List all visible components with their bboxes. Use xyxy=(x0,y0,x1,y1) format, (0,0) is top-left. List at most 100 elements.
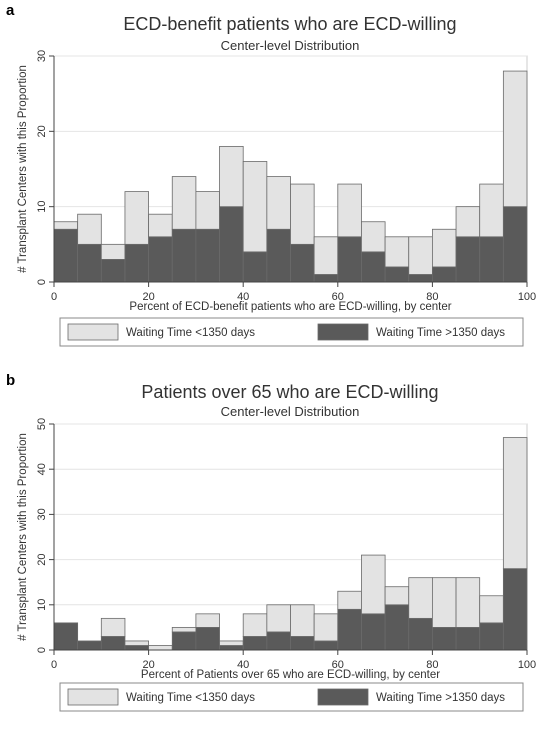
bar-long-wait xyxy=(479,622,504,651)
bar-long-wait xyxy=(53,228,79,283)
bar-long-wait xyxy=(361,613,386,651)
bar-long-wait xyxy=(290,243,315,283)
bar-long-wait xyxy=(431,266,457,283)
y-tick-label: 30 xyxy=(36,508,48,520)
bar-short-wait xyxy=(455,206,481,238)
bar-short-wait xyxy=(219,640,244,646)
legend-swatch xyxy=(317,688,369,706)
y-axis-label: # Transplant Centers with this Proportio… xyxy=(17,433,29,641)
panel-label-a: a xyxy=(6,2,15,19)
bar-short-wait xyxy=(77,213,102,245)
bar-long-wait xyxy=(408,274,433,283)
bar-long-wait xyxy=(171,228,197,283)
y-tick-label: 0 xyxy=(36,279,48,285)
legend-swatch xyxy=(317,323,369,341)
legend-swatch xyxy=(67,688,119,706)
bar-short-wait xyxy=(219,145,244,208)
legend-swatch xyxy=(67,323,119,341)
y-axis-label: # Transplant Centers with this Proportio… xyxy=(17,65,29,273)
bar-long-wait xyxy=(195,626,220,651)
bar-long-wait xyxy=(290,636,315,651)
x-tick-label: 0 xyxy=(51,659,57,671)
bar-short-wait xyxy=(455,577,481,628)
bar-long-wait xyxy=(171,631,197,651)
bar-short-wait xyxy=(502,70,528,208)
bar-long-wait xyxy=(384,266,410,283)
bar-short-wait xyxy=(337,590,362,610)
x-axis-label: Percent of ECD-benefit patients who are … xyxy=(129,301,451,313)
bar-short-wait xyxy=(266,604,291,633)
bar-long-wait xyxy=(242,636,268,651)
bar-short-wait xyxy=(53,221,79,230)
x-tick-label: 80 xyxy=(426,291,438,303)
x-tick-label: 60 xyxy=(332,659,344,671)
bar-short-wait xyxy=(361,554,386,615)
bar-long-wait xyxy=(502,206,528,283)
bar-short-wait xyxy=(100,617,126,637)
bar-short-wait xyxy=(431,577,457,628)
legend-label: Waiting Time <1350 days xyxy=(126,692,255,704)
bar-short-wait xyxy=(313,613,339,642)
bar-long-wait xyxy=(313,640,339,651)
bar-short-wait xyxy=(124,191,149,245)
bar-short-wait xyxy=(171,176,197,230)
bar-short-wait xyxy=(361,221,386,253)
bar-short-wait xyxy=(124,640,149,646)
bar-long-wait xyxy=(77,640,102,651)
bar-short-wait xyxy=(195,613,220,628)
bar-short-wait xyxy=(479,183,504,238)
bar-long-wait xyxy=(77,243,102,283)
bar-long-wait xyxy=(242,251,268,283)
bar-short-wait xyxy=(384,586,410,606)
y-tick-label: 20 xyxy=(36,125,48,137)
x-tick-label: 0 xyxy=(51,291,57,303)
bar-long-wait xyxy=(479,236,504,283)
bar-short-wait xyxy=(195,191,220,230)
bar-long-wait xyxy=(100,636,126,651)
bar-long-wait xyxy=(124,243,149,283)
chart-title: ECD-benefit patients who are ECD-willing xyxy=(123,14,456,34)
bar-long-wait xyxy=(266,228,291,283)
y-tick-label: 20 xyxy=(36,553,48,565)
x-tick-label: 80 xyxy=(426,659,438,671)
bar-long-wait xyxy=(361,251,386,283)
y-tick-label: 0 xyxy=(36,647,48,653)
bar-short-wait xyxy=(242,161,268,253)
bar-long-wait xyxy=(100,258,126,283)
bar-long-wait xyxy=(195,228,220,283)
bar-short-wait xyxy=(337,183,362,238)
bar-short-wait xyxy=(266,176,291,230)
bar-long-wait xyxy=(455,626,481,651)
bar-long-wait xyxy=(313,274,339,283)
bar-short-wait xyxy=(290,604,315,637)
bar-short-wait xyxy=(148,213,173,238)
bar-long-wait xyxy=(502,568,528,651)
bar-long-wait xyxy=(408,617,433,651)
x-axis-label: Percent of Patients over 65 who are ECD-… xyxy=(141,669,440,681)
bar-short-wait xyxy=(384,236,410,268)
legend-label: Waiting Time >1350 days xyxy=(376,327,505,339)
bar-short-wait xyxy=(313,236,339,275)
x-tick-label: 100 xyxy=(518,291,536,303)
x-tick-label: 40 xyxy=(237,291,249,303)
bar-long-wait xyxy=(219,206,244,283)
chart-subtitle: Center-level Distribution xyxy=(221,38,360,53)
bar-long-wait xyxy=(266,631,291,651)
bar-long-wait xyxy=(384,604,410,651)
bar-short-wait xyxy=(408,236,433,275)
bar-short-wait xyxy=(171,626,197,633)
bar-long-wait xyxy=(124,645,149,651)
chart-a: ECD-benefit patients who are ECD-willing… xyxy=(17,14,536,347)
bar-short-wait xyxy=(290,183,315,245)
bar-long-wait xyxy=(219,645,244,651)
bar-short-wait xyxy=(408,577,433,619)
y-tick-label: 50 xyxy=(36,418,48,430)
x-tick-label: 20 xyxy=(142,291,154,303)
x-tick-label: 100 xyxy=(518,659,536,671)
x-tick-label: 20 xyxy=(142,659,154,671)
chart-b: Patients over 65 who are ECD-willing Cent… xyxy=(17,382,536,712)
bar-long-wait xyxy=(148,236,173,283)
x-tick-label: 40 xyxy=(237,659,249,671)
bar-long-wait xyxy=(337,608,362,651)
bar-short-wait xyxy=(148,645,173,651)
